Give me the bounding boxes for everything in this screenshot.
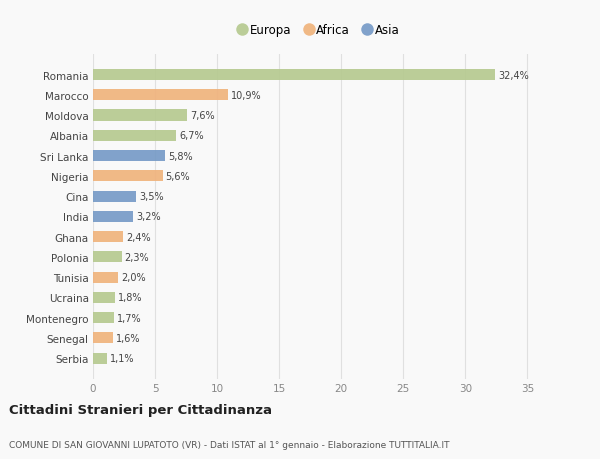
Text: 3,5%: 3,5%	[140, 192, 164, 202]
Bar	[93, 151, 165, 162]
Text: 5,8%: 5,8%	[168, 151, 193, 161]
Bar	[93, 191, 136, 202]
Text: 6,7%: 6,7%	[179, 131, 204, 141]
Bar	[93, 313, 114, 324]
Bar	[93, 231, 123, 243]
Bar	[93, 333, 113, 344]
Text: 2,0%: 2,0%	[121, 273, 146, 283]
Text: 32,4%: 32,4%	[498, 70, 529, 80]
Legend: Europa, Africa, Asia: Europa, Africa, Asia	[235, 19, 404, 41]
Bar	[93, 110, 187, 121]
Text: 1,8%: 1,8%	[118, 293, 143, 303]
Bar	[93, 90, 228, 101]
Bar	[93, 272, 118, 283]
Bar	[93, 292, 115, 303]
Bar	[93, 353, 107, 364]
Text: 3,2%: 3,2%	[136, 212, 160, 222]
Text: 5,6%: 5,6%	[166, 172, 190, 181]
Bar	[93, 252, 122, 263]
Text: 1,1%: 1,1%	[110, 353, 134, 364]
Bar	[93, 70, 495, 81]
Bar	[93, 171, 163, 182]
Text: 7,6%: 7,6%	[190, 111, 215, 121]
Text: 1,7%: 1,7%	[117, 313, 142, 323]
Text: 2,4%: 2,4%	[126, 232, 151, 242]
Bar	[93, 130, 176, 141]
Text: 2,3%: 2,3%	[125, 252, 149, 262]
Text: 10,9%: 10,9%	[232, 90, 262, 101]
Text: 1,6%: 1,6%	[116, 333, 140, 343]
Text: COMUNE DI SAN GIOVANNI LUPATOTO (VR) - Dati ISTAT al 1° gennaio - Elaborazione T: COMUNE DI SAN GIOVANNI LUPATOTO (VR) - D…	[9, 441, 449, 449]
Bar	[93, 211, 133, 223]
Text: Cittadini Stranieri per Cittadinanza: Cittadini Stranieri per Cittadinanza	[9, 403, 272, 416]
